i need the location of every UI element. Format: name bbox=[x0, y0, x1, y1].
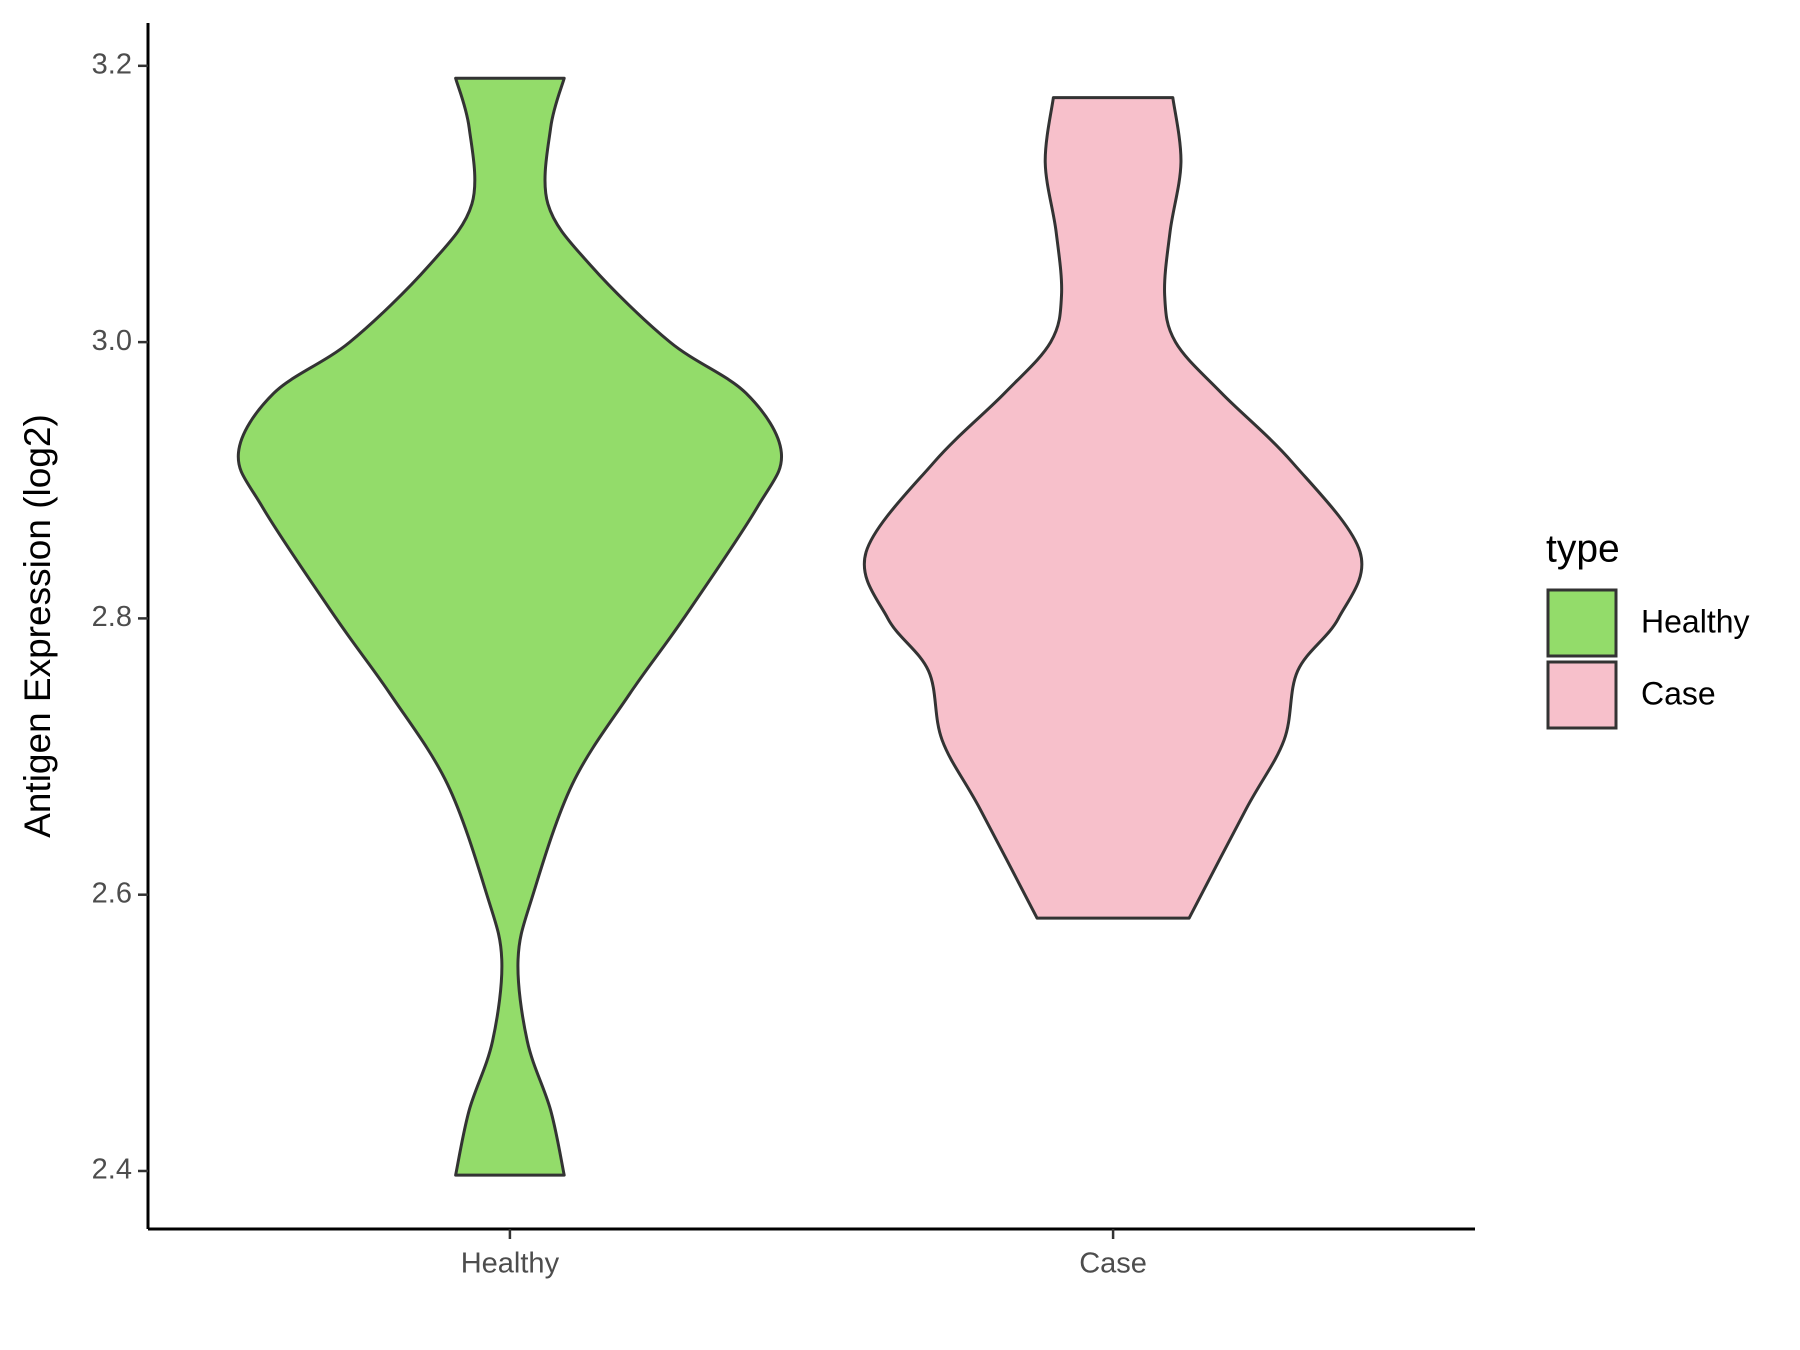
x-tick-label: Healthy bbox=[461, 1248, 560, 1280]
legend-swatch bbox=[1546, 660, 1618, 730]
legend-swatch bbox=[1546, 588, 1618, 658]
y-tick-label: 2.6 bbox=[92, 877, 132, 909]
violin bbox=[236, 76, 784, 1177]
y-tick-label: 3.0 bbox=[92, 325, 132, 357]
y-tick-label: 3.2 bbox=[92, 48, 132, 80]
x-tick-label: Case bbox=[1079, 1248, 1147, 1280]
violin bbox=[862, 96, 1364, 920]
y-tick-label: 2.8 bbox=[92, 601, 132, 633]
legend-label: Healthy bbox=[1641, 603, 1750, 639]
y-axis-label: Antigen Expression (log2) bbox=[17, 414, 58, 838]
legend-title: type bbox=[1546, 527, 1620, 570]
legend-label: Case bbox=[1641, 675, 1716, 711]
y-tick-label: 2.4 bbox=[92, 1154, 132, 1186]
